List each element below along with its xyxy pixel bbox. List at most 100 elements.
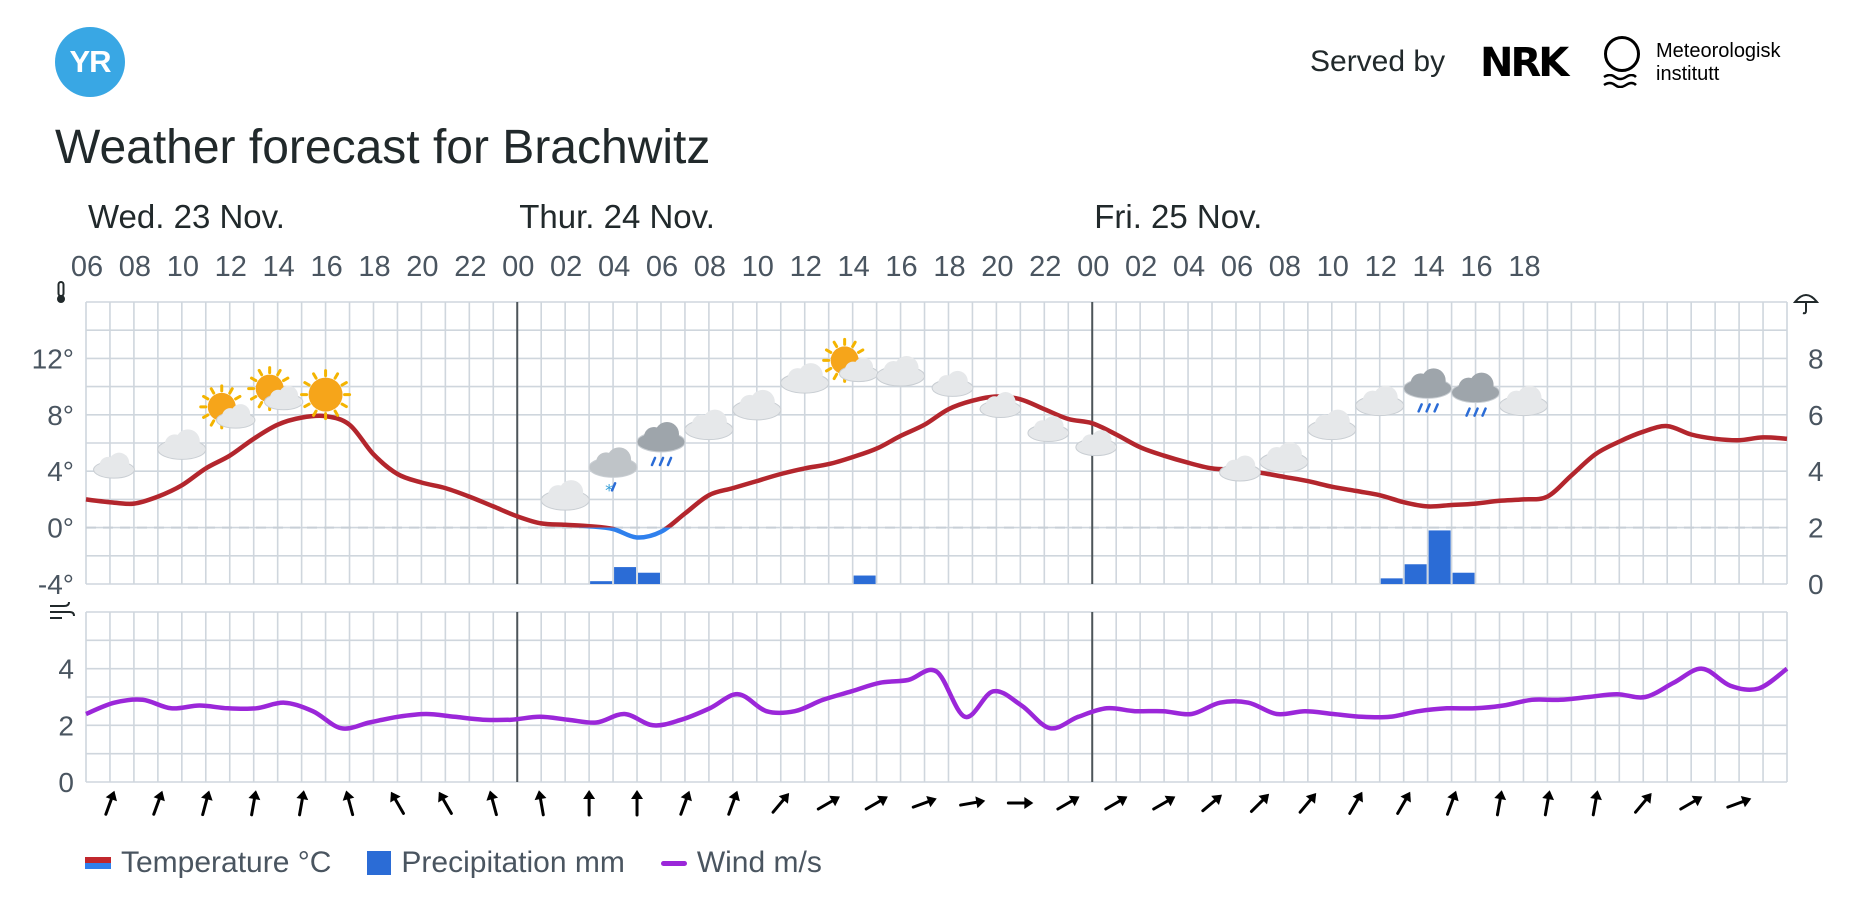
rain-icon <box>1403 368 1453 413</box>
temperature-line <box>85 394 1788 528</box>
night-partly-cloudy-icon <box>1075 419 1118 457</box>
wind-direction-arrow <box>1298 793 1317 814</box>
wind-direction-arrow <box>816 795 840 811</box>
precipitation-tick-label: 8 <box>1808 343 1824 374</box>
wind-tick-label: 0 <box>58 767 74 798</box>
yr-logo-text: YR <box>69 44 111 79</box>
hour-tick-label: 12 <box>790 251 822 283</box>
wind-direction-arrow <box>1542 790 1555 817</box>
cloudy-icon <box>732 389 782 421</box>
legend-wind-label: Wind m/s <box>696 846 822 879</box>
hour-tick-label: 02 <box>550 251 582 283</box>
precipitation-bar <box>1452 572 1475 584</box>
partly-cloudy-day-icon <box>199 384 256 430</box>
hour-tick-label: 22 <box>1029 251 1061 283</box>
partly-cloudy-day-icon <box>822 337 879 383</box>
svg-text:*: * <box>605 480 613 499</box>
wind-direction-arrow <box>248 790 261 817</box>
rain-icon <box>636 421 686 467</box>
nrk-logo[interactable]: NRK <box>1480 40 1569 86</box>
temperature-tick-label: 0° <box>47 513 74 544</box>
hour-tick-label: 18 <box>1508 251 1540 283</box>
cloudy-icon <box>1259 442 1309 473</box>
served-by-label: Served by <box>1310 45 1446 78</box>
precipitation-bar <box>1428 530 1451 584</box>
wind-direction-arrow <box>438 791 453 815</box>
wind-direction-arrow <box>1494 790 1507 817</box>
wind-swatch <box>660 860 687 866</box>
hour-tick-label: 14 <box>1413 251 1445 283</box>
legend-precipitation[interactable]: Precipitation mm <box>367 846 625 880</box>
hour-tick-label: 06 <box>71 251 103 283</box>
wind-direction-arrow <box>959 796 986 809</box>
legend: Temperature °C Precipitation mm Wind m/s <box>85 846 858 880</box>
met-logo-line1: Meteorologisk <box>1656 40 1781 62</box>
hour-tick-label: 12 <box>215 251 247 283</box>
night-partly-cloudy-icon <box>931 360 974 397</box>
hour-tick-label: 10 <box>167 251 199 283</box>
wind-direction-arrow <box>534 790 547 817</box>
wind-direction-arrow <box>486 790 499 817</box>
cloudy-icon <box>684 409 734 441</box>
hour-tick-label: 20 <box>406 251 438 283</box>
hour-tick-label: 18 <box>358 251 390 283</box>
wind-direction-arrow <box>864 795 888 811</box>
day-label-1: Thur. 24 Nov. <box>519 198 715 235</box>
wind-line <box>85 666 1789 731</box>
yr-logo[interactable]: YR <box>55 27 125 97</box>
chart-grid <box>85 301 1788 783</box>
wind-direction-arrow <box>727 790 740 816</box>
night-partly-cloudy-icon <box>93 442 135 479</box>
hour-tick-label: 10 <box>1317 251 1349 283</box>
met-logo-waves-icon <box>1603 74 1637 88</box>
wind-direction-arrow <box>201 790 213 817</box>
forecast-chart: Wed. 23 Nov. Thur. 24 Nov. Fri. 25 Nov. 06… <box>32 198 1824 817</box>
precipitation-swatch <box>367 851 392 875</box>
clear-day-icon <box>300 369 352 421</box>
wind-icon <box>50 601 75 619</box>
wind-direction-arrow <box>911 795 937 809</box>
legend-precipitation-label: Precipitation mm <box>401 846 625 879</box>
hour-tick-label: 06 <box>1221 251 1253 283</box>
hour-tick-label: 00 <box>1077 251 1109 283</box>
wind-direction-arrow <box>771 793 790 814</box>
precipitation-bar <box>614 567 637 584</box>
hour-tick-label: 00 <box>502 251 534 283</box>
hour-tick-label: 08 <box>694 251 726 283</box>
wind-direction-arrow <box>583 790 596 817</box>
wind-direction-arrow <box>342 790 355 817</box>
clear-night-icon <box>460 464 476 495</box>
wind-direction-arrow <box>631 790 644 817</box>
hour-tick-label: 04 <box>598 251 630 283</box>
wind-direction-arrow <box>1445 790 1459 816</box>
wind-direction-arrow <box>1104 795 1128 811</box>
partly-cloudy-day-icon <box>247 366 304 412</box>
wind-direction-arrows <box>104 790 1752 817</box>
wind-direction-arrow <box>104 790 117 816</box>
met-logo-text[interactable]: Meteorologisk institutt <box>1656 40 1781 86</box>
hour-tick-label: 08 <box>1269 251 1301 283</box>
cloudy-icon <box>876 356 926 387</box>
wind-direction-arrow <box>1634 793 1652 814</box>
day-labels: Wed. 23 Nov. Thur. 24 Nov. Fri. 25 Nov. <box>88 198 1262 235</box>
hour-tick-label: 18 <box>933 251 965 283</box>
legend-temperature[interactable]: Temperature °C <box>85 846 331 880</box>
hour-tick-label: 02 <box>1125 251 1157 283</box>
precipitation-bars <box>590 530 1475 584</box>
precipitation-bar <box>853 575 876 584</box>
cloudy-icon <box>1307 409 1357 441</box>
hour-tick-label: 16 <box>1460 251 1492 283</box>
wind-direction-arrow <box>1348 791 1363 815</box>
page-title: Weather forecast for Brachwitz <box>55 121 711 174</box>
axis-icons <box>50 281 1820 619</box>
light-snow-icon: * <box>588 447 638 499</box>
hour-labels: 06 08 10 12 14 16 18 20 22 00 02 04 06 08 10 12 14 16 18 20… <box>71 251 1541 283</box>
axis-labels: -4° 0° 4° 8° 12° 0 2 4 6 8 0 2 4 <box>32 343 1824 798</box>
cloudy-icon <box>1498 385 1548 417</box>
cloudy-icon <box>1355 385 1405 417</box>
precipitation-bar <box>1404 564 1427 584</box>
wind-direction-arrow <box>1249 793 1270 813</box>
legend-wind[interactable]: Wind m/s <box>660 846 822 880</box>
temperature-tick-label: 4° <box>47 456 74 487</box>
hour-tick-label: 22 <box>454 251 486 283</box>
